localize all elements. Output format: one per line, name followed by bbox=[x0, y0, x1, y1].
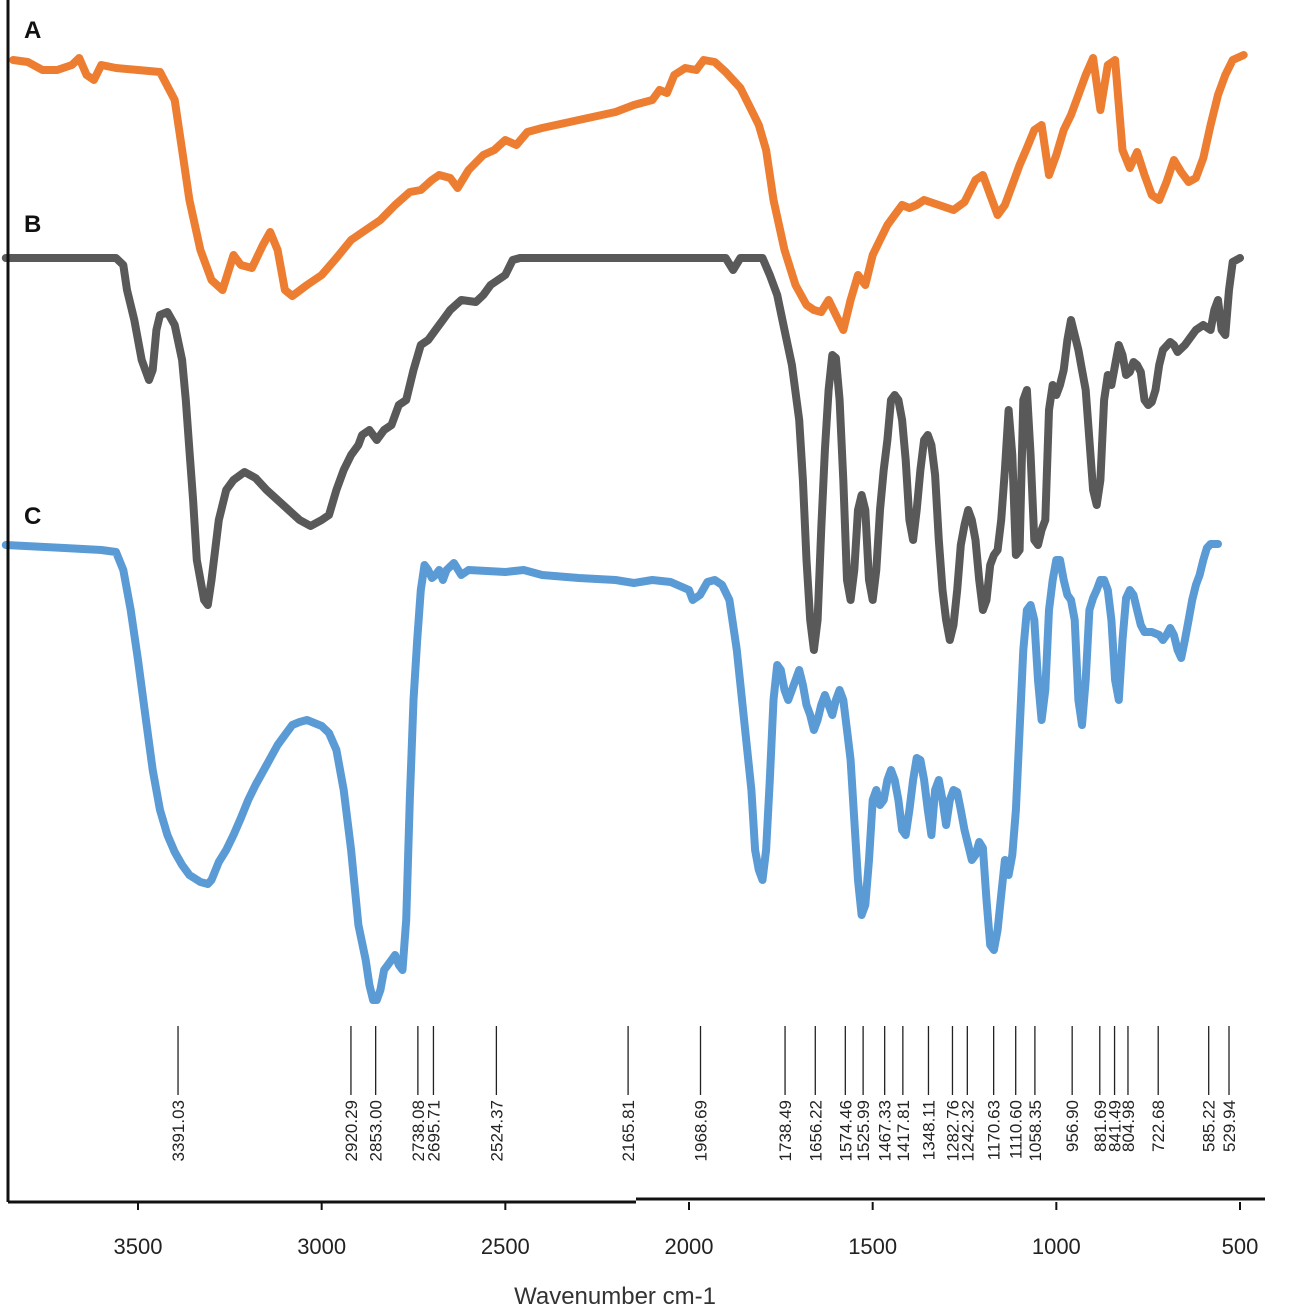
peak-label-20: 956.90 bbox=[1063, 1100, 1082, 1152]
x-tick-label-1500: 1500 bbox=[848, 1234, 897, 1259]
peak-label-21: 881.69 bbox=[1091, 1100, 1110, 1152]
x-tick-label-2500: 2500 bbox=[481, 1234, 530, 1259]
peak-label-5: 2524.37 bbox=[487, 1100, 506, 1161]
series-layer bbox=[1, 51, 1248, 1004]
x-tick-label-1000: 1000 bbox=[1032, 1234, 1081, 1259]
x-tick-label-3500: 3500 bbox=[114, 1234, 163, 1259]
peak-label-10: 1574.46 bbox=[836, 1100, 855, 1161]
panel-labels: A B C bbox=[24, 17, 41, 530]
x-axis: 3500 3000 2500 2000 1500 1000 500 bbox=[6, 0, 1265, 1259]
peak-label-1: 2920.29 bbox=[342, 1100, 361, 1161]
peak-label-18: 1110.60 bbox=[1007, 1100, 1026, 1159]
panel-label-c: C bbox=[24, 503, 41, 530]
panel-label-a: A bbox=[24, 17, 41, 44]
peak-label-14: 1348.11 bbox=[920, 1100, 939, 1160]
peak-label-25: 585.22 bbox=[1200, 1100, 1219, 1152]
series-line-c bbox=[1, 540, 1222, 1004]
x-tick-label-500: 500 bbox=[1222, 1234, 1259, 1259]
x-axis-title: Wavenumber cm-1 bbox=[514, 1283, 716, 1310]
peak-label-2: 2853.00 bbox=[367, 1100, 386, 1161]
peak-label-26: 529.94 bbox=[1220, 1100, 1239, 1152]
series-line-a bbox=[9, 51, 1248, 334]
peak-label-23: 804.98 bbox=[1119, 1100, 1138, 1152]
peak-label-4: 2695.71 bbox=[424, 1100, 443, 1161]
peak-label-0: 3391.03 bbox=[169, 1100, 188, 1161]
peak-label-11: 1525.99 bbox=[854, 1100, 873, 1161]
series-line-b bbox=[1, 254, 1244, 654]
peak-label-8: 1738.49 bbox=[776, 1100, 795, 1161]
peak-label-12: 1467.33 bbox=[876, 1100, 895, 1161]
peak-label-19: 1058.35 bbox=[1026, 1100, 1045, 1161]
x-tick-label-2000: 2000 bbox=[665, 1234, 714, 1259]
peak-label-15: 1282.76 bbox=[944, 1100, 963, 1161]
peak-label-3: 2738.08 bbox=[409, 1100, 428, 1161]
peak-label-9: 1656.22 bbox=[806, 1100, 825, 1161]
peak-label-16: 1242.32 bbox=[958, 1100, 977, 1161]
panel-label-b: B bbox=[24, 211, 41, 238]
peak-label-17: 1170.63 bbox=[985, 1100, 1004, 1160]
x-tick-label-3000: 3000 bbox=[297, 1234, 346, 1259]
peak-label-22: 841.49 bbox=[1106, 1100, 1125, 1152]
peak-label-24: 722.68 bbox=[1149, 1100, 1168, 1152]
peak-label-13: 1417.81 bbox=[894, 1100, 913, 1161]
peak-label-6: 2165.81 bbox=[619, 1100, 638, 1161]
peak-label-7: 1968.69 bbox=[692, 1100, 711, 1161]
